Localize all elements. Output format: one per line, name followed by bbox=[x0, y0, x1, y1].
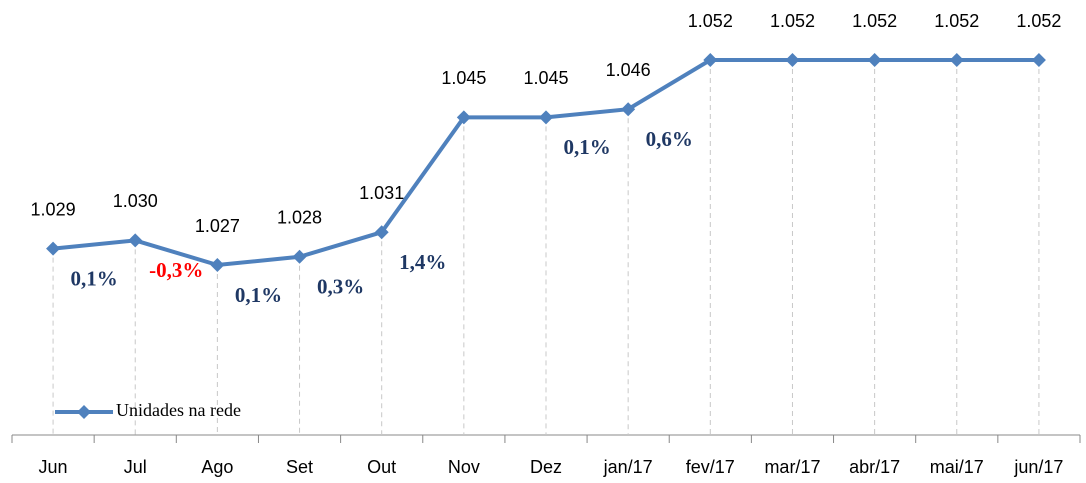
value-label: 1.052 bbox=[1016, 11, 1061, 31]
x-tick-label: Out bbox=[367, 457, 396, 477]
value-label: 1.052 bbox=[934, 11, 979, 31]
value-label: 1.028 bbox=[277, 208, 322, 228]
x-tick-label: mar/17 bbox=[764, 457, 820, 477]
marker bbox=[374, 225, 389, 240]
value-label: 1.027 bbox=[195, 216, 240, 236]
x-tick-label: Ago bbox=[201, 457, 233, 477]
value-label: 1.052 bbox=[770, 11, 815, 31]
x-tick-label: Set bbox=[286, 457, 313, 477]
marker bbox=[621, 102, 636, 117]
marker bbox=[539, 110, 553, 125]
value-label: 1.045 bbox=[523, 68, 568, 88]
marker bbox=[456, 110, 471, 125]
x-tick-label: mai/17 bbox=[930, 457, 984, 477]
value-label: 1.029 bbox=[31, 199, 76, 219]
value-label: 1.052 bbox=[852, 11, 897, 31]
marker bbox=[703, 53, 718, 67]
x-tick-label: jun/17 bbox=[1013, 457, 1063, 477]
x-tick-label: abr/17 bbox=[849, 457, 900, 477]
x-tick-label: Dez bbox=[530, 457, 562, 477]
x-tick-label: Nov bbox=[448, 457, 480, 477]
legend-marker bbox=[77, 405, 91, 419]
annotation: 0,1% bbox=[71, 266, 118, 290]
value-label: 1.046 bbox=[606, 60, 651, 80]
marker bbox=[46, 241, 61, 256]
annotation: 0,1% bbox=[235, 283, 282, 307]
annotation: 0,3% bbox=[317, 275, 364, 299]
value-label: 1.031 bbox=[359, 183, 404, 203]
annotation: 0,6% bbox=[646, 127, 693, 151]
annotation: -0,3% bbox=[149, 258, 203, 282]
marker bbox=[867, 53, 882, 67]
value-label: 1.052 bbox=[688, 11, 733, 31]
value-label: 1.045 bbox=[441, 68, 486, 88]
marker bbox=[128, 233, 143, 248]
marker bbox=[1031, 53, 1046, 67]
annotation: 1,4% bbox=[399, 250, 446, 274]
marker bbox=[949, 53, 964, 67]
x-tick-label: Jul bbox=[124, 457, 147, 477]
annotation: 0,1% bbox=[563, 135, 610, 159]
value-label: 1.030 bbox=[113, 191, 158, 211]
marker bbox=[785, 53, 800, 67]
marker bbox=[210, 258, 225, 272]
legend-label: Unidades na rede bbox=[116, 400, 241, 420]
x-tick-label: fev/17 bbox=[686, 457, 735, 477]
x-tick-label: Jun bbox=[39, 457, 68, 477]
marker bbox=[292, 249, 307, 264]
x-tick-label: jan/17 bbox=[603, 457, 653, 477]
